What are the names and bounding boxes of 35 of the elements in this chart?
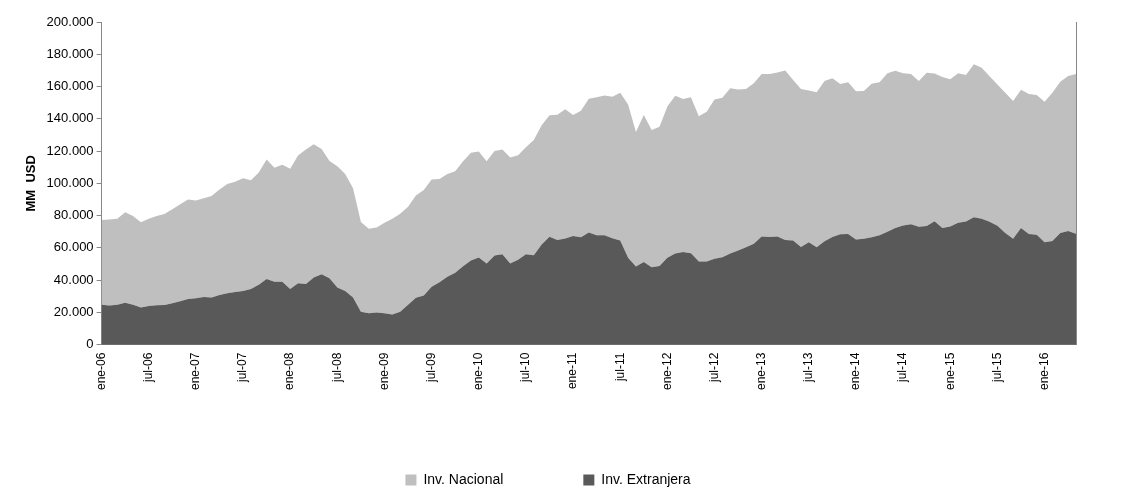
x-tick-label: jul-07 — [235, 352, 250, 383]
y-tick-label: 140.000 — [46, 110, 94, 126]
x-tick-label: jul-12 — [706, 352, 721, 383]
x-tick-label: jul-10 — [518, 352, 533, 383]
y-tick-label: 200.000 — [46, 13, 94, 29]
x-tick-label: ene-15 — [942, 352, 957, 391]
x-tick-label: jul-13 — [801, 352, 816, 383]
legend-label: Inv. Extranjera — [601, 470, 691, 487]
x-tick-label: ene-13 — [753, 352, 768, 391]
x-tick-label: jul-06 — [141, 352, 156, 383]
y-tick-label: 80.000 — [53, 207, 94, 223]
x-tick-label: jul-09 — [423, 352, 438, 383]
y-tick-label: 20.000 — [53, 303, 94, 319]
x-tick-label: jul-08 — [329, 352, 344, 383]
x-tick-label: jul-11 — [612, 352, 627, 383]
y-tick-label: 160.000 — [46, 78, 94, 94]
x-tick-label: ene-06 — [93, 352, 108, 391]
x-tick-label: jul-15 — [989, 352, 1004, 383]
y-tick-label: 60.000 — [53, 239, 94, 255]
y-tick-label: 180.000 — [46, 45, 94, 61]
x-tick-label: ene-16 — [1036, 352, 1051, 391]
x-tick-label: jul-14 — [895, 352, 910, 383]
x-tick-label: ene-09 — [376, 352, 391, 391]
x-tick-label: ene-14 — [848, 352, 863, 391]
x-tick-label: ene-10 — [471, 352, 486, 391]
y-axis-title: MM USD — [23, 155, 39, 212]
y-tick-label: 40.000 — [53, 271, 94, 287]
x-tick-label: ene-07 — [188, 352, 203, 391]
y-tick-label: 120.000 — [46, 142, 94, 158]
y-tick-label: 0 — [86, 336, 94, 352]
x-tick-label: ene-08 — [282, 352, 297, 391]
x-tick-label: ene-12 — [659, 352, 674, 391]
x-tick-label: ene-11 — [565, 352, 580, 390]
legend-label: Inv. Nacional — [423, 470, 504, 487]
y-tick-label: 100.000 — [46, 174, 94, 190]
